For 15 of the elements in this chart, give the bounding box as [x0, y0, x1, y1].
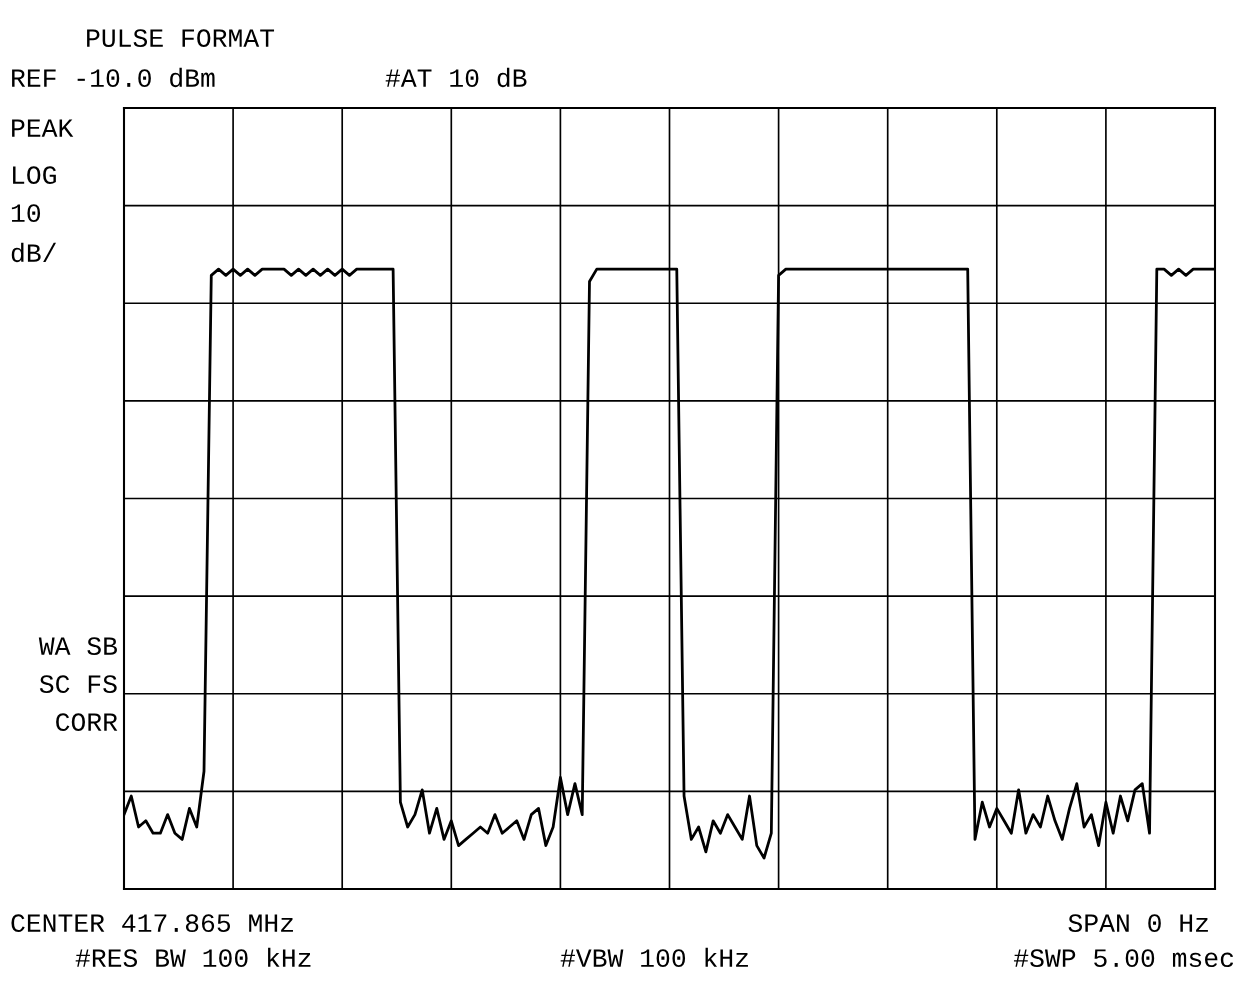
- chart-title: PULSE FORMAT: [87, 29, 275, 48]
- text: SC FS: [39, 675, 117, 694]
- text: CORR: [56, 713, 118, 732]
- text: REF -10.0 dBm: [12, 67, 215, 88]
- text: #VBW 100 kHz: [560, 947, 748, 968]
- text: WA SB: [38, 637, 117, 656]
- text: #SWP 5.00 msec: [1013, 949, 1234, 968]
- text: SPAN 0 Hz: [1068, 914, 1208, 933]
- text: CENTER 417.865 MHz: [11, 914, 293, 933]
- text: #RES BW 100 kHz: [75, 947, 311, 968]
- text: 10: [11, 204, 41, 223]
- text: PEAK: [12, 119, 74, 137]
- text: LOG: [13, 166, 56, 185]
- text: dB/: [11, 242, 57, 263]
- text: #AT 10 dB: [385, 67, 527, 88]
